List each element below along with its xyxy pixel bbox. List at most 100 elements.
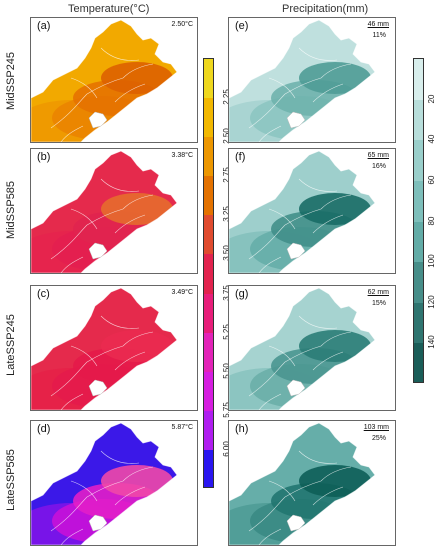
province-borders [248, 315, 352, 410]
mean-temperature-value: 5.87°C [171, 424, 193, 431]
precip-change-percent: 11% [372, 32, 387, 39]
bohai-bay [88, 242, 108, 260]
region-outline [31, 287, 178, 410]
region-outline [229, 422, 376, 545]
colorbar-segment [204, 59, 213, 99]
precip-change-mm: 46 mm [367, 21, 389, 28]
map-fill [31, 20, 177, 142]
temp-map-a [31, 19, 178, 142]
row-label-latessp585: LateSSP585 [5, 449, 17, 511]
colorbar-segment [414, 221, 423, 263]
colorbar-segment [414, 343, 423, 382]
colorbar-segment [204, 371, 213, 412]
bohai-bay [88, 379, 108, 397]
province-borders [248, 450, 352, 545]
region-outline [229, 150, 376, 273]
temp-map-panel: (a) 2.50°C [30, 17, 198, 143]
province-borders [50, 47, 154, 142]
colorbar-tick-label: 40 [427, 134, 436, 144]
map-fill [229, 20, 375, 142]
colorbar-segment [204, 449, 213, 487]
precip-map-panel: (e) 46 mm 11% [228, 17, 396, 143]
colorbar-segment [204, 137, 213, 177]
region-outline [229, 19, 376, 142]
colorbar-segment [204, 176, 213, 216]
precip-map-e [229, 19, 376, 142]
region-outline [229, 287, 376, 410]
colorbar-segment [204, 215, 213, 255]
map-fill [31, 151, 177, 273]
map-fill [229, 423, 375, 545]
province-borders [50, 178, 154, 273]
bohai-bay [286, 111, 306, 129]
bohai-bay [286, 379, 306, 397]
row-label-latessp245: LateSSP245 [5, 314, 17, 376]
colorbar-segment [204, 254, 213, 295]
temp-map-panel: (b) 3.38°C [30, 148, 198, 274]
precip-change-percent: 16% [371, 163, 386, 170]
colorbar-segment [414, 140, 423, 182]
panel-letter: (a) [37, 20, 51, 32]
colorbar-segment [414, 302, 423, 344]
map-fill [31, 423, 177, 545]
colorbar-segment [204, 98, 213, 138]
precip-change-percent: 25% [371, 435, 386, 442]
colorbar-segment [414, 262, 423, 304]
region-outline [31, 422, 178, 545]
precip-map-h [229, 422, 376, 545]
panel-letter: (b) [37, 151, 51, 163]
colorbar-segment [204, 293, 213, 334]
temp-map-panel: (c) 3.49°C [30, 285, 198, 411]
region-outline [31, 19, 178, 142]
bohai-bay [286, 514, 306, 532]
colorbar-tick-label: 80 [427, 216, 436, 225]
region-outline [31, 150, 178, 273]
precip-map-f [229, 150, 376, 273]
colorbar-segment [414, 99, 423, 141]
precip-change-mm: 65 mm [367, 152, 389, 159]
panel-letter: (d) [37, 423, 51, 435]
temperature-colorbar [203, 58, 214, 488]
temp-map-b [31, 150, 178, 273]
province-borders [248, 47, 352, 142]
row-label-midssp585: MidSSP585 [5, 180, 17, 240]
map-fill [229, 288, 375, 410]
temp-map-c [31, 287, 178, 410]
colorbar-segment [414, 180, 423, 222]
mean-temperature-value: 2.50°C [171, 21, 193, 28]
precip-map-panel: (g) 62 mm 15% [228, 285, 396, 411]
panel-letter: (e) [235, 20, 249, 32]
mean-temperature-value: 3.49°C [171, 289, 193, 296]
precipitation-header: Precipitation(mm) [282, 3, 369, 15]
colorbar-tick-label: 120 [427, 295, 436, 309]
panel-letter: (h) [235, 423, 249, 435]
temp-map-panel: (d) 5.87°C [30, 420, 198, 546]
row-label-midssp245: MidSSP245 [5, 51, 17, 111]
mean-temperature-value: 3.38°C [171, 152, 193, 159]
map-fill [31, 288, 177, 410]
temperature-header: Temperature(°C) [68, 3, 150, 15]
panel-letter: (g) [235, 288, 249, 300]
colorbar-segment [414, 59, 423, 101]
panel-letter: (c) [37, 288, 50, 300]
precip-map-panel: (f) 65 mm 16% [228, 148, 396, 274]
bohai-bay [88, 514, 108, 532]
panel-letter: (f) [235, 151, 246, 163]
precip-map-panel: (h) 103 mm 25% [228, 420, 396, 546]
province-borders [50, 450, 154, 545]
colorbar-tick-label: 140 [427, 335, 436, 350]
map-fill [229, 151, 375, 273]
bohai-bay [286, 242, 306, 260]
precip-change-mm: 103 mm [363, 424, 389, 431]
precip-change-mm: 62 mm [367, 289, 389, 296]
temp-map-d [31, 422, 178, 545]
colorbar-tick-label: 100 [427, 254, 436, 268]
province-borders [248, 178, 352, 273]
colorbar-segment [204, 332, 213, 373]
bohai-bay [88, 111, 108, 129]
precip-change-percent: 15% [371, 300, 386, 307]
province-borders [50, 315, 154, 410]
colorbar-tick-label: 60 [427, 175, 436, 185]
precipitation-colorbar [413, 58, 424, 383]
precip-map-g [229, 287, 376, 410]
